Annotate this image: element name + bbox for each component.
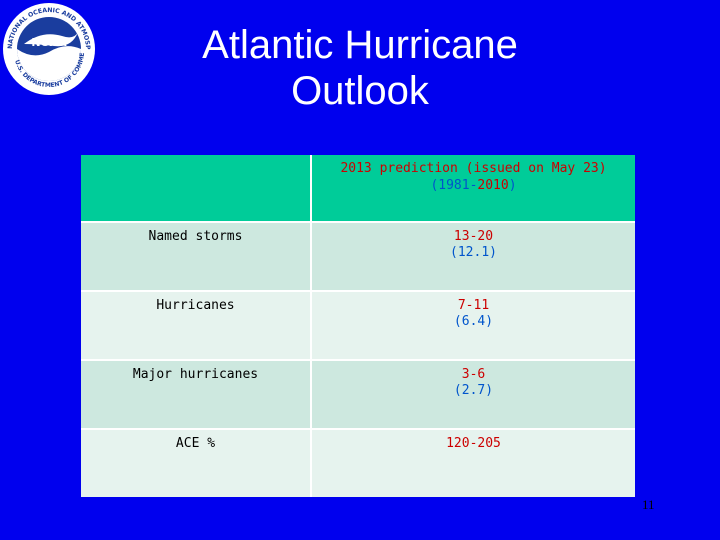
outlook-table: 2013 prediction (issued on May 23) (1981… (81, 155, 635, 497)
row-label: Hurricanes (81, 290, 311, 360)
noaa-logo: NATIONAL OCEANIC AND ATMOSPHERIC ADMINIS… (0, 0, 96, 96)
table-row: Named storms 13-20 (12.1) (81, 221, 635, 291)
header-empty-cell (81, 155, 311, 222)
row-value: 120-205 (310, 428, 635, 497)
row-range: 120-205 (446, 436, 501, 451)
table-row: Hurricanes 7-11 (6.4) (81, 290, 635, 360)
header-baseline: (1981-2010) (312, 177, 635, 194)
table-header-row: 2013 prediction (issued on May 23) (1981… (81, 155, 635, 222)
page-number: 11 (642, 497, 655, 512)
row-label: ACE % (81, 428, 311, 497)
row-value: 13-20 (12.1) (310, 221, 635, 291)
row-value: 3-6 (2.7) (310, 359, 635, 429)
row-label: Named storms (81, 221, 311, 291)
row-baseline: (12.1) (450, 245, 497, 260)
header-baseline-year: 2010 (477, 178, 509, 193)
header-baseline-suffix: ) (508, 178, 517, 193)
logo-center-text: NOAA (31, 36, 67, 49)
header-prediction-title: 2013 prediction (issued on May 23) (340, 161, 607, 176)
slide-title-line1: Atlantic Hurricane (202, 23, 518, 67)
row-label: Major hurricanes (81, 359, 311, 429)
row-range: 3-6 (461, 367, 486, 382)
table-row: Major hurricanes 3-6 (2.7) (81, 359, 635, 429)
header-baseline-prefix: (1981- (430, 178, 478, 193)
row-range: 13-20 (453, 229, 494, 244)
slide-title: Atlantic Hurricane Outlook (150, 22, 570, 114)
header-prediction-cell: 2013 prediction (issued on May 23) (1981… (310, 155, 635, 222)
row-baseline: (2.7) (453, 383, 494, 398)
slide-title-line2: Outlook (291, 69, 429, 113)
row-value: 7-11 (6.4) (310, 290, 635, 360)
row-range: 7-11 (457, 298, 490, 313)
table-row: ACE % 120-205 (81, 428, 635, 497)
row-baseline: (6.4) (453, 314, 494, 329)
